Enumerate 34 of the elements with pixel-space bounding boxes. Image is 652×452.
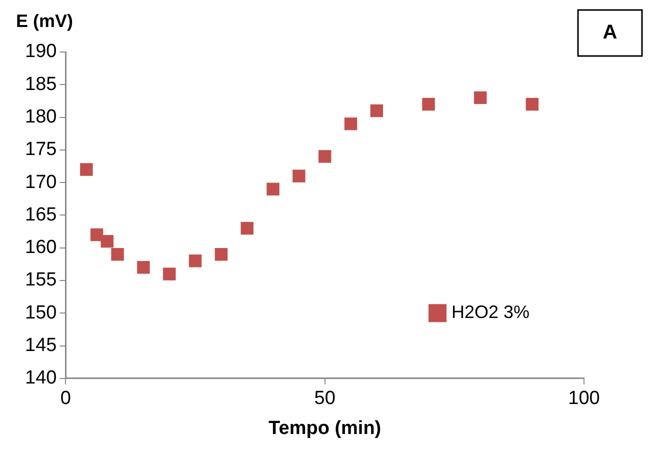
point bbox=[188, 254, 202, 268]
point bbox=[162, 268, 176, 280]
y-tick-label: 185 bbox=[25, 74, 57, 95]
point bbox=[344, 117, 358, 130]
point bbox=[214, 248, 228, 261]
x-tick-label: 100 bbox=[568, 388, 600, 410]
point bbox=[266, 182, 280, 196]
x-tick-label: 50 bbox=[314, 388, 336, 410]
point bbox=[474, 91, 487, 104]
y-tick-label: 145 bbox=[25, 334, 57, 356]
y-tick-label: 155 bbox=[25, 270, 57, 291]
point bbox=[526, 98, 539, 111]
x-axis-title: Tempo (min) bbox=[268, 418, 382, 439]
point bbox=[292, 170, 306, 182]
x-tick-label: 0 bbox=[60, 388, 71, 410]
y-tick-label: 150 bbox=[25, 302, 57, 324]
point bbox=[422, 98, 435, 111]
y-tick-label: 180 bbox=[25, 106, 57, 128]
point bbox=[318, 150, 332, 163]
point bbox=[240, 222, 254, 235]
y-tick-label: 170 bbox=[25, 172, 57, 193]
y-tick-label: 175 bbox=[25, 139, 57, 160]
y-axis-title: E (mV) bbox=[16, 10, 74, 31]
point bbox=[80, 163, 93, 176]
text: A bbox=[602, 22, 618, 44]
y-tick-label: 165 bbox=[25, 204, 57, 226]
y-tick-label: 140 bbox=[25, 368, 57, 389]
point bbox=[111, 248, 124, 261]
y-tick-label: 190 bbox=[25, 41, 57, 62]
point bbox=[137, 261, 150, 274]
y-tick-label: 160 bbox=[25, 237, 57, 258]
legend-label: H2O2 3% bbox=[452, 302, 530, 322]
point bbox=[100, 234, 114, 248]
point bbox=[370, 104, 384, 118]
